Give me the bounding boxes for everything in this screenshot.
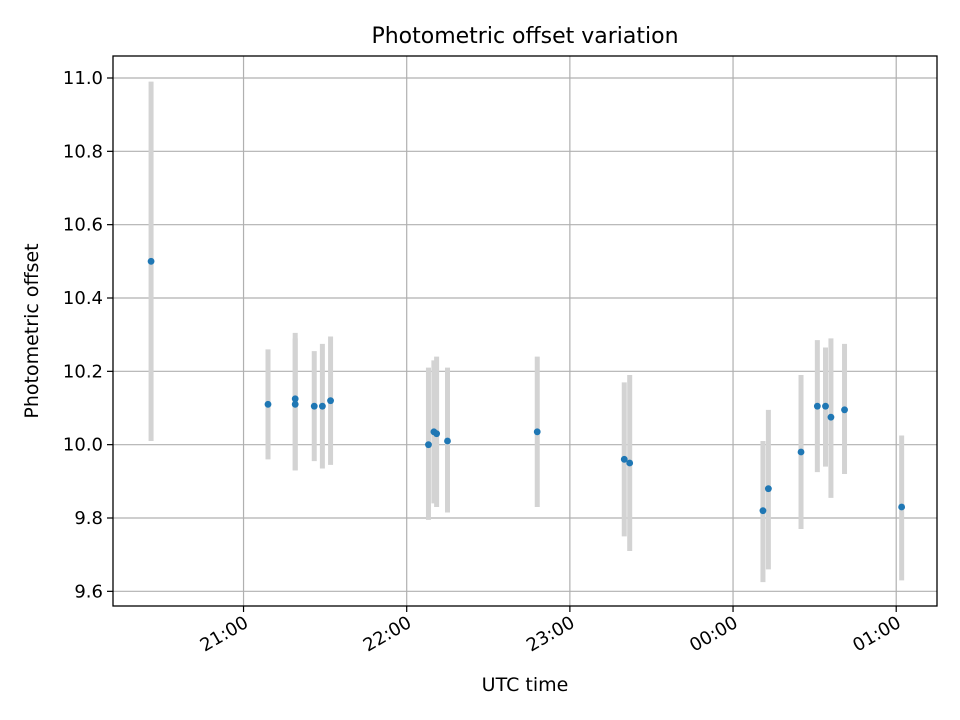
- y-tick-label: 10.8: [63, 141, 103, 162]
- chart-title: Photometric offset variation: [371, 24, 678, 49]
- y-tick-label: 9.8: [74, 508, 103, 529]
- y-tick-label: 9.6: [74, 581, 103, 602]
- data-point: [327, 397, 334, 405]
- x-axis-label: UTC time: [482, 674, 569, 696]
- data-point: [433, 430, 441, 438]
- grid: [113, 56, 937, 606]
- data-point: [827, 413, 835, 421]
- data-point: [310, 402, 318, 410]
- data-point: [759, 507, 767, 515]
- data-point: [291, 395, 299, 403]
- data-point: [147, 257, 155, 265]
- data-point: [318, 402, 326, 410]
- data-points: [147, 257, 906, 515]
- data-point: [264, 400, 272, 408]
- data-point: [841, 406, 848, 414]
- data-point: [822, 402, 829, 410]
- y-tick-label: 10.6: [63, 215, 103, 236]
- data-point: [620, 455, 628, 463]
- y-tick-label: 10.0: [63, 435, 103, 456]
- data-point: [764, 485, 772, 493]
- data-point: [813, 402, 821, 410]
- data-point: [533, 428, 541, 436]
- plot-frame: [112, 55, 938, 607]
- data-point: [898, 503, 906, 511]
- data-point: [425, 441, 432, 449]
- y-axis-ticks: 9.6 9.8 10.0 10.2 10.4 10.6 10.8 11.0: [63, 68, 113, 602]
- plot-area: [113, 56, 937, 606]
- y-tick-label: 11.0: [63, 68, 103, 89]
- y-tick-label: 10.4: [63, 288, 103, 309]
- data-point: [291, 400, 299, 408]
- y-tick-label: 10.2: [63, 361, 103, 382]
- y-axis-label: Photometric offset: [21, 243, 43, 418]
- data-point: [444, 437, 451, 445]
- data-point: [626, 459, 634, 467]
- data-point: [797, 448, 805, 456]
